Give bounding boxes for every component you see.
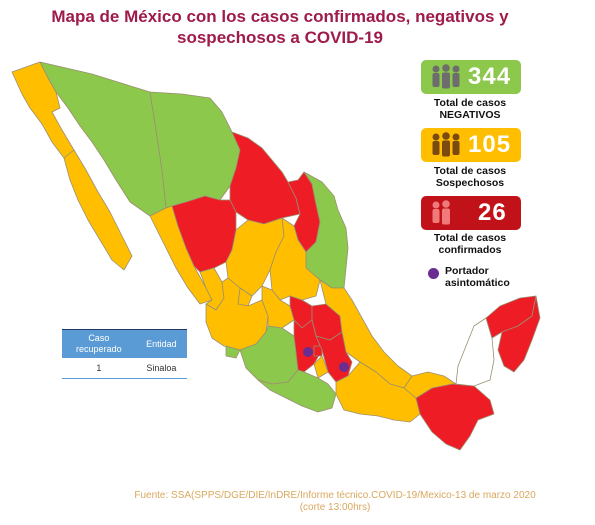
row-count: 1 — [62, 358, 136, 379]
suspects-caption-line1: Total de casos — [433, 165, 507, 177]
source-line1: Fuente: SSA(SPPS/DGE/DIE/InDRE/Informe t… — [134, 490, 536, 501]
negatives-badge: 344 — [421, 60, 521, 94]
source-note: Fuente: SSA(SPPS/DGE/DIE/InDRE/Informe t… — [90, 490, 580, 514]
people-group-icon — [432, 64, 460, 89]
recovered-table: Caso recuperado Entidad 1 Sinaloa — [62, 329, 187, 379]
confirmed-badge: 26 — [421, 196, 521, 230]
row-entity: Sinaloa — [135, 358, 187, 379]
confirmed-count: 26 — [478, 199, 507, 226]
state-guanajuato — [261, 285, 295, 329]
carrier-marker-queretaro — [303, 347, 313, 357]
state-quintana-roo — [497, 295, 541, 373]
header-recovered-line2: recuperado — [76, 344, 122, 354]
source-line2: (corte 13:00hrs) — [299, 502, 371, 513]
state-baja-california-sur — [63, 149, 133, 271]
suspects-count: 105 — [468, 131, 512, 158]
header-recovered-line1: Caso — [88, 333, 110, 343]
title-line-1: Mapa de México con los casos confirmados… — [51, 7, 509, 26]
people-group-icon — [432, 200, 450, 225]
carrier-legend-line2: asintomático — [445, 277, 510, 289]
state-coahuila — [229, 131, 301, 225]
confirmed-caption-line1: Total de casos — [433, 232, 507, 244]
header-recovered: Caso recuperado — [62, 329, 136, 358]
suspects-caption-line2: Sospechosos — [435, 177, 505, 189]
negatives-caption-line1: Total de casos — [433, 97, 507, 109]
header-entity: Entidad — [135, 329, 187, 358]
state-morelos — [313, 355, 329, 379]
negatives-count: 344 — [468, 63, 512, 90]
carrier-legend: Portador asintomático — [428, 265, 510, 289]
carrier-marker-puebla — [339, 362, 349, 372]
people-group-icon — [432, 132, 460, 157]
table-row: 1 Sinaloa — [62, 358, 187, 379]
state-guerrero — [257, 369, 337, 413]
state-chihuahua — [149, 91, 241, 209]
recovered-table-header: Caso recuperado Entidad — [62, 329, 187, 358]
negatives-caption-line2: NEGATIVOS — [439, 109, 501, 121]
confirmed-caption-line2: confirmados — [438, 244, 502, 256]
negatives-caption: Total de casos NEGATIVOS — [405, 97, 535, 121]
carrier-dot-icon — [428, 268, 439, 279]
suspects-badge: 105 — [421, 128, 521, 162]
title-line-2: sospechosos a COVID-19 — [177, 28, 383, 47]
state-chiapas — [415, 383, 495, 451]
map-title: Mapa de México con los casos confirmados… — [0, 6, 560, 48]
state-campeche — [455, 317, 495, 387]
carrier-legend-line1: Portador — [445, 265, 489, 277]
suspects-caption: Total de casos Sospechosos — [405, 165, 535, 189]
state-colima — [225, 345, 241, 359]
confirmed-caption: Total de casos confirmados — [405, 232, 535, 256]
carrier-legend-text: Portador asintomático — [445, 265, 510, 289]
